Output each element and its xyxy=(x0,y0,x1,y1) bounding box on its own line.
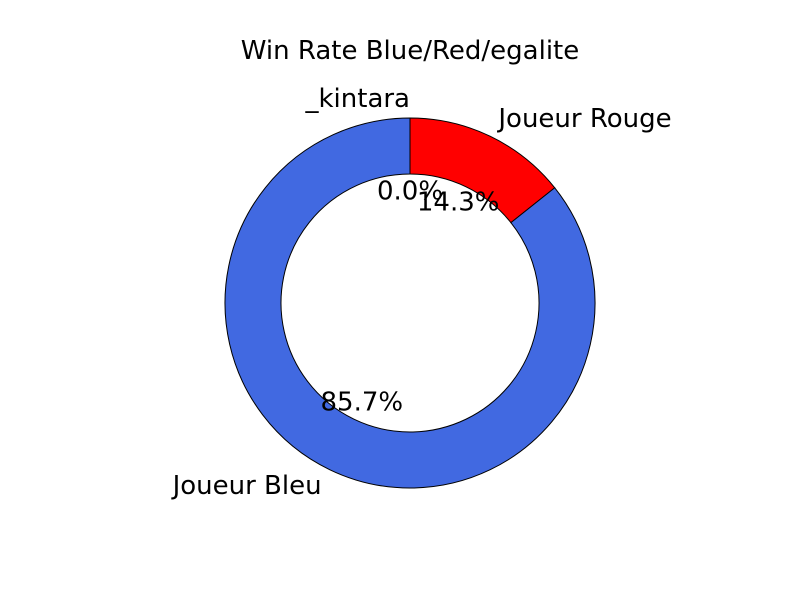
slice-pct-joueur-bleu: 85.7% xyxy=(320,387,403,417)
chart-title: Win Rate Blue/Red/egalite xyxy=(240,36,580,66)
slice-pct-joueur-rouge: 14.3% xyxy=(417,188,500,218)
slice-label-kintara: _kintara xyxy=(304,84,410,114)
slice-label-joueur-bleu: Joueur Bleu xyxy=(171,471,322,501)
slice-joueur-bleu xyxy=(224,117,596,489)
slice-pct-kintara: 0.0% xyxy=(377,177,443,207)
slice-label-joueur-rouge: Joueur Rouge xyxy=(496,104,671,134)
